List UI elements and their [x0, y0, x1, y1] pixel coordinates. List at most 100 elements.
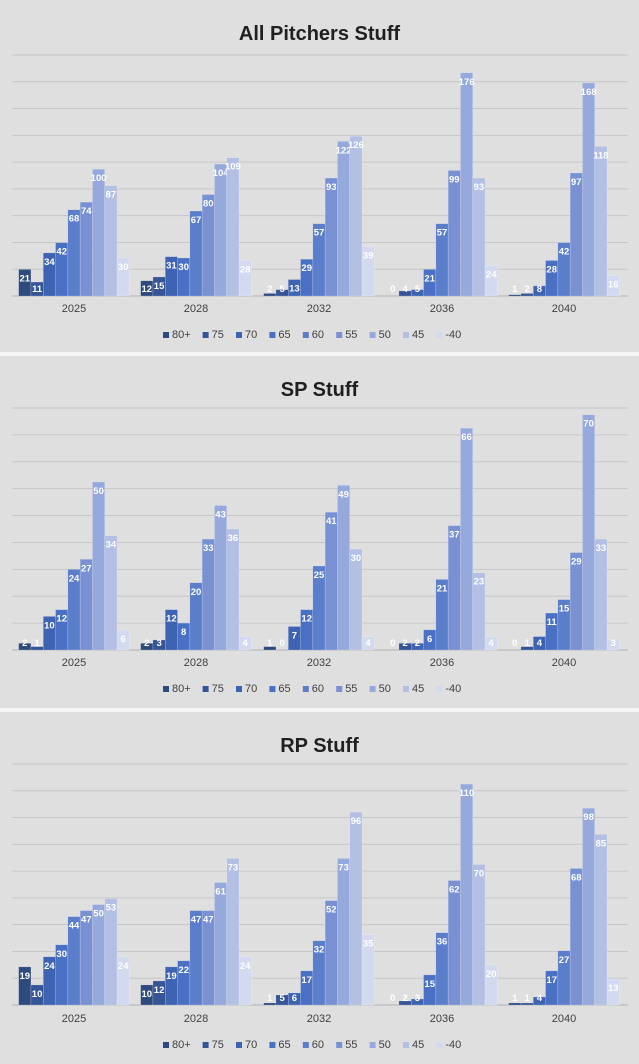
- data-label: 2: [22, 638, 27, 649]
- data-label: 27: [81, 563, 92, 574]
- data-label: 19: [166, 971, 177, 982]
- legend-label: -40: [445, 329, 461, 341]
- legend-label: 75: [212, 329, 224, 341]
- legend-swatch: [202, 686, 209, 692]
- bar: [484, 636, 498, 651]
- bar: [337, 485, 351, 651]
- data-label: 39: [363, 251, 374, 262]
- data-label: 1: [512, 993, 518, 1004]
- bar: [238, 260, 252, 297]
- data-label: 20: [191, 587, 202, 598]
- bar: [349, 135, 363, 297]
- legend-label: -40: [445, 683, 461, 695]
- bar: [557, 242, 571, 297]
- legend-label: 55: [345, 1039, 357, 1051]
- bar: [92, 904, 105, 1006]
- data-label: 3: [156, 638, 161, 649]
- data-label: 57: [437, 228, 448, 239]
- data-label: 5: [415, 284, 421, 295]
- bar: [361, 934, 375, 1006]
- data-label: 96: [351, 816, 362, 827]
- data-label: 0: [512, 638, 517, 649]
- x-tick-label: 2040: [552, 303, 576, 315]
- legend-label: 50: [379, 683, 391, 695]
- data-label: 61: [215, 886, 226, 897]
- legend-swatch: [336, 686, 343, 692]
- legend-swatch: [403, 332, 409, 338]
- data-label: 52: [326, 905, 337, 916]
- legend-swatch: [236, 332, 242, 338]
- legend-swatch: [336, 332, 343, 338]
- data-label: 12: [56, 614, 67, 625]
- data-label: 12: [142, 284, 153, 295]
- data-label: 7: [292, 630, 297, 641]
- data-label: 11: [547, 617, 558, 628]
- data-label: 36: [437, 937, 448, 948]
- data-label: 122: [336, 145, 352, 156]
- data-label: 29: [301, 263, 312, 274]
- data-label: 4: [402, 284, 408, 295]
- legend-label: 70: [245, 1039, 257, 1051]
- bar: [460, 783, 474, 1006]
- data-label: 43: [215, 509, 226, 520]
- legend-swatch: [202, 332, 209, 338]
- legend-label: 55: [345, 683, 357, 695]
- data-label: 24: [240, 961, 251, 972]
- data-label: 0: [390, 638, 395, 649]
- data-label: 34: [44, 257, 55, 268]
- data-label: 5: [279, 284, 285, 295]
- data-label: 29: [571, 557, 582, 568]
- legend-label: 50: [379, 1039, 391, 1051]
- data-label: 66: [461, 432, 472, 443]
- x-tick-label: 2036: [430, 303, 454, 315]
- bar: [104, 185, 118, 297]
- data-label: 30: [351, 553, 362, 564]
- bar: [92, 168, 105, 297]
- data-label: 67: [191, 215, 202, 226]
- data-label: 32: [314, 945, 325, 956]
- legend-swatch: [163, 686, 169, 692]
- data-label: 28: [240, 264, 251, 275]
- bar: [484, 265, 498, 297]
- bar: [361, 636, 375, 651]
- x-tick-label: 2040: [552, 1013, 576, 1025]
- bar: [324, 177, 338, 297]
- bar: [201, 194, 215, 297]
- data-label: 21: [20, 273, 31, 284]
- legend-swatch: [163, 332, 169, 338]
- data-label: 74: [81, 206, 92, 217]
- data-label: 73: [228, 862, 239, 873]
- x-tick-label: 2040: [552, 657, 576, 669]
- legend-label: 65: [278, 683, 290, 695]
- bar: [423, 269, 437, 297]
- x-tick-label: 2032: [307, 303, 331, 315]
- bar: [569, 868, 583, 1006]
- data-label: 20: [486, 969, 497, 980]
- bar: [582, 807, 596, 1006]
- data-label: 97: [571, 177, 582, 188]
- bar: [594, 538, 608, 651]
- bar: [337, 141, 351, 297]
- data-label: 36: [228, 533, 239, 544]
- data-label: 44: [69, 921, 80, 932]
- data-label: 176: [459, 77, 475, 88]
- data-label: 50: [93, 486, 104, 497]
- legend-label: 45: [412, 329, 424, 341]
- data-label: 98: [583, 812, 594, 823]
- legend-swatch: [403, 1042, 409, 1048]
- bar: [238, 636, 252, 651]
- data-label: 34: [106, 540, 117, 551]
- bar: [201, 538, 215, 651]
- legend-label: 60: [312, 683, 324, 695]
- data-label: 30: [178, 262, 189, 273]
- data-label: 47: [203, 915, 214, 926]
- data-label: 30: [56, 949, 67, 960]
- data-label: 93: [326, 182, 337, 193]
- data-label: 23: [474, 577, 485, 588]
- legend-swatch: [163, 1042, 169, 1048]
- legend-label: 45: [412, 683, 424, 695]
- data-label: 28: [546, 264, 557, 275]
- legend-swatch: [269, 686, 276, 692]
- chart-panel: All Pitchers Stuff2111344268741008730202…: [0, 0, 639, 352]
- x-tick-label: 2036: [430, 1013, 454, 1025]
